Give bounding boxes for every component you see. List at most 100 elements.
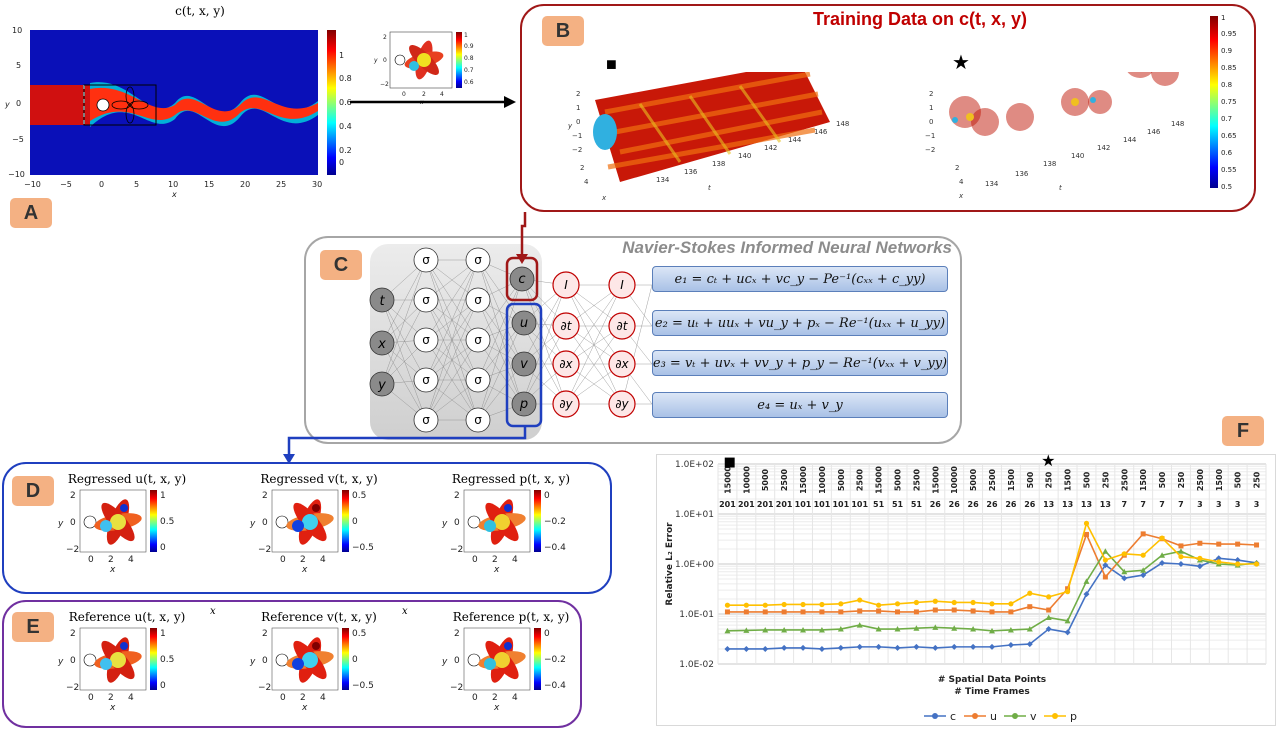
panel-c [304,236,962,444]
xtick: 2 [300,693,306,703]
xlabel: x [301,703,308,713]
time-frames-label: 7 [1140,500,1146,509]
panel-b-cbar-tick: 0.5 [1221,183,1232,191]
spatial-points-label: 10000 [818,466,827,494]
sparse-plot-tlabel: t [1059,184,1062,192]
time-frames-label: 101 [851,500,868,509]
data-point-v [1083,578,1090,584]
legend-marker-u [972,713,978,719]
cbar-tick: 0.5 [352,629,366,639]
data-point-u [762,609,768,615]
data-point-c [837,644,844,651]
field-plot: Regressed u(t, x, y) 1 0.5 0 2 0 −2 0 2 4 x y [57,472,192,584]
data-point-v [1159,552,1166,558]
spatial-points-label: 10000 [950,466,959,494]
input-node-x: x [377,337,386,352]
spatial-points-label: 250 [1101,471,1110,488]
operator-dt: ∂t [617,319,629,333]
ytick: 2 [262,491,268,501]
data-point-u [800,609,806,615]
spatial-points-label: 2500 [780,468,789,491]
data-point-v [818,626,825,633]
data-point-u [989,609,995,615]
data-point-c [989,643,995,650]
panel-b-cbar-tick: 0.9 [1221,47,1232,55]
panel-a-xtick: −10 [24,180,41,189]
field-plot-title: Reference p(t, x, y) [452,610,570,624]
field-plot: Reference p(t, x, y) 0 −0.2 −0.4 2 0 −2 0 2 4 x y [441,610,576,722]
field-plot-axes: 0.5 0 −0.5 2 0 −2 0 2 4 x y [249,489,374,575]
data-point-v [932,624,939,630]
ylabel: y [249,657,256,667]
spatial-points-label: 15000 [875,466,884,494]
data-point-u [1216,541,1222,547]
data-point-p [1140,552,1146,558]
data-point-v [875,626,882,632]
output-node-u: u [520,316,528,331]
square-marker: ■ [724,455,736,470]
field-plot-title: Regressed p(t, x, y) [451,472,571,486]
cbar-tick: 0.5 [160,655,174,665]
time-frames-label: 3 [1235,500,1241,509]
cbar-tick: 0 [544,491,550,501]
equation-e2: e₂ = uₜ + uuₓ + vu_y + pₓ − Re⁻¹(uₓₓ + u… [652,310,948,336]
dense-plot-ttick: 134 [656,176,670,184]
hidden-node: σ [422,293,430,307]
dense-plot-ytick: 0 [576,118,580,126]
field-plot-axes: 0 −0.2 −0.4 2 0 −2 0 2 4 x y [441,627,566,713]
data-point-u [1235,541,1241,547]
sparse-plot-ytick: 0 [929,118,933,126]
inset-xtick: 4 [440,91,444,98]
ytick: 2 [262,629,268,639]
data-point-p [913,599,920,606]
ytick: 0 [454,518,460,528]
data-point-c [1121,575,1128,582]
spatial-points-label: 250 [1253,471,1262,488]
data-point-c [1196,563,1203,570]
data-point-p [951,599,957,606]
arrow-a-to-b [350,96,516,108]
data-point-v [1102,548,1109,554]
data-point-c [1234,557,1241,564]
cbar-tick: 1 [160,629,166,639]
data-point-c [875,643,882,650]
data-point-u [1197,540,1203,546]
data-point-p [800,601,806,608]
panel-a-xlabel: x [171,190,177,199]
spatial-points-label: 2500 [856,468,865,491]
arrow-b-to-c [516,212,528,264]
dense-plot-xtick: 4 [584,178,589,186]
xlabel: x [109,565,116,575]
badge-d: D [12,476,54,506]
data-point-u [1046,607,1052,613]
data-point-p [1253,561,1260,567]
panel-a-xtick: 5 [134,180,139,189]
data-point-v [837,626,844,632]
xtick: 0 [88,693,94,703]
data-point-c [781,644,788,651]
legend-marker-c [932,713,938,719]
data-point-p [932,598,938,604]
time-frames-label: 201 [776,500,793,509]
star-marker: ★ [952,52,970,74]
y-tick-label: 1.0E+02 [675,460,714,470]
panel-b-cbar-tick: 0.7 [1221,115,1232,123]
sparse-plot-ttick: 148 [1171,120,1184,128]
data-point-c [1026,641,1033,648]
data-point-p [762,602,768,608]
panel-a-xtick: 25 [276,180,286,189]
hidden-node: σ [422,333,430,347]
arrow-c-to-d [283,426,527,464]
data-point-v [1045,614,1052,621]
data-point-v [989,627,995,634]
y-tick-label: 1.0E-01 [679,610,714,620]
dense-plot-ytick: 2 [576,90,580,98]
panel-a-title: c(t, x, y) [175,4,225,18]
data-point-u [895,609,901,615]
cbar-tick: 0 [544,629,550,639]
data-point-c [762,645,769,652]
badge-e: E [12,612,54,642]
data-point-v [913,625,920,631]
equation-e3: e₃ = vₜ + uvₓ + vv_y + p_y − Re⁻¹(vₓₓ + … [652,350,948,376]
data-point-c [1215,555,1222,562]
